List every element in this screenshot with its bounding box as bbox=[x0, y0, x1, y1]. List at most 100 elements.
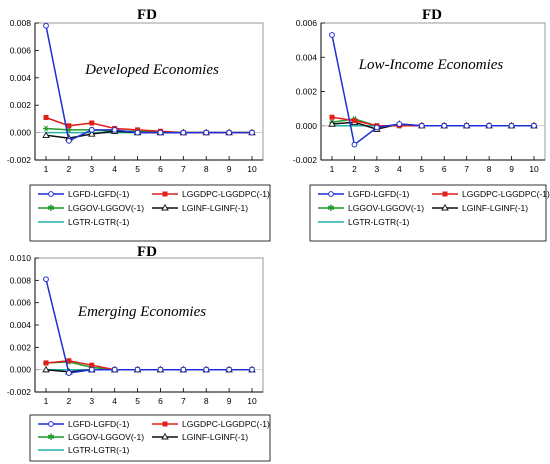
x-tick-label: 9 bbox=[227, 396, 232, 406]
data-point bbox=[43, 22, 49, 29]
legend-label-lgtr: LGTR-LGTR(-1) bbox=[68, 445, 130, 455]
data-point bbox=[329, 32, 335, 38]
y-tick-label: 0.000 bbox=[296, 121, 318, 131]
legend-marker-lginf bbox=[161, 203, 169, 211]
y-tick-label: 0.008 bbox=[10, 18, 32, 28]
data-point bbox=[42, 365, 50, 373]
legend-marker-lggdpc bbox=[442, 191, 448, 197]
legend-marker-lggdpc bbox=[162, 191, 168, 197]
legend-marker-lginf bbox=[161, 432, 169, 440]
legend-marker-lgfd bbox=[328, 191, 334, 197]
y-tick-label: 0.010 bbox=[10, 253, 32, 263]
data-point bbox=[203, 129, 210, 136]
data-point bbox=[43, 115, 49, 121]
x-tick-label: 9 bbox=[509, 164, 514, 174]
data-point bbox=[226, 129, 233, 136]
y-tick-label: 0.000 bbox=[10, 128, 32, 138]
data-point bbox=[418, 122, 425, 129]
chart-annotation: Developed Economies bbox=[84, 62, 219, 78]
x-tick-label: 10 bbox=[529, 164, 539, 174]
x-tick-label: 3 bbox=[375, 164, 380, 174]
legend-label-lgtr: LGTR-LGTR(-1) bbox=[348, 217, 410, 227]
data-point bbox=[88, 366, 95, 373]
x-tick-label: 7 bbox=[464, 164, 469, 174]
x-tick-label: 4 bbox=[112, 164, 117, 174]
data-point bbox=[134, 129, 141, 136]
x-tick-label: 3 bbox=[89, 164, 94, 174]
data-point bbox=[486, 122, 493, 129]
chart-panel-developed: FD Developed Economies 0.008 0.006 0.004 0.… bbox=[7, 7, 271, 242]
data-point bbox=[65, 137, 72, 144]
x-tick-label: 8 bbox=[204, 396, 209, 406]
chart-title: FD bbox=[137, 7, 157, 23]
legend-marker-lginf bbox=[441, 203, 449, 211]
legend-label-lgtr: LGTR-LGTR(-1) bbox=[68, 217, 130, 227]
y-tick-label: 0.006 bbox=[10, 298, 32, 308]
x-tick-label: 2 bbox=[352, 164, 357, 174]
data-point bbox=[441, 122, 448, 129]
data-point bbox=[180, 366, 187, 373]
x-tick-label: 9 bbox=[227, 164, 232, 174]
series-line bbox=[331, 34, 534, 146]
x-tick-label: 6 bbox=[442, 164, 447, 174]
data-point bbox=[249, 129, 255, 136]
x-tick-label: 4 bbox=[397, 164, 402, 174]
y-tick-label: 0.008 bbox=[10, 275, 32, 285]
x-tick-label: 1 bbox=[44, 396, 49, 406]
data-point bbox=[65, 370, 72, 376]
data-point bbox=[157, 366, 164, 373]
x-tick-label: 5 bbox=[135, 396, 140, 406]
y-tick-label: 0.006 bbox=[10, 45, 32, 55]
x-tick-label: 6 bbox=[158, 396, 163, 406]
legend-marker-lggdpc bbox=[162, 421, 168, 427]
x-tick-label: 3 bbox=[89, 396, 94, 406]
chart-panel-emerging: FD Emerging Economies 0.010 0.008 0.006 0.0… bbox=[7, 244, 271, 462]
data-point bbox=[111, 126, 118, 133]
legend-label-lgfd: LGFD-LGFD(-1) bbox=[68, 189, 130, 199]
y-tick-label: 0.000 bbox=[10, 365, 32, 375]
legend-box bbox=[29, 414, 271, 462]
x-tick-label: 4 bbox=[112, 396, 117, 406]
data-point bbox=[43, 360, 49, 366]
legend-marker-lggov: ✱ bbox=[47, 203, 55, 213]
data-point bbox=[531, 122, 537, 129]
x-tick-label: 8 bbox=[487, 164, 492, 174]
series-line bbox=[45, 25, 252, 142]
data-point bbox=[87, 130, 96, 137]
chart-panel-low-income: FD Low-Income Economies 0.006 0.004 0.002 0… bbox=[293, 7, 550, 242]
y-tick-label: -0.002 bbox=[7, 155, 31, 165]
legend-label-lggdpc: LGGDPC-LGGDPC(-1) bbox=[462, 189, 550, 199]
plot-frame bbox=[320, 22, 546, 161]
data-point bbox=[43, 276, 49, 283]
x-tick-label: 10 bbox=[247, 396, 257, 406]
data-point bbox=[203, 366, 210, 373]
y-tick-label: 0.002 bbox=[10, 100, 32, 110]
legend-marker-lgfd bbox=[48, 421, 54, 427]
data-point bbox=[42, 131, 50, 138]
data-point bbox=[329, 114, 335, 120]
data-point bbox=[226, 366, 233, 373]
legend-label-lggdpc: LGGDPC-LGGDPC(-1) bbox=[182, 419, 270, 429]
legend-marker-lggov: ✱ bbox=[327, 203, 335, 213]
legend-label-lginf: LGINF-LGINF(-1) bbox=[182, 432, 248, 442]
legend-box bbox=[309, 184, 547, 242]
chart-title: FD bbox=[422, 7, 442, 23]
y-tick-label: 0.006 bbox=[296, 18, 318, 28]
data-point bbox=[463, 122, 470, 129]
legend-label-lginf: LGINF-LGINF(-1) bbox=[462, 203, 528, 213]
legend-label-lggov: LGGOV-LGGOV(-1) bbox=[68, 432, 144, 442]
x-tick-label: 2 bbox=[67, 164, 72, 174]
legend-marker-lgfd bbox=[48, 191, 54, 197]
x-tick-label: 10 bbox=[247, 164, 257, 174]
data-point bbox=[66, 358, 72, 364]
data-point bbox=[351, 118, 357, 124]
legend-marker-lggov: ✱ bbox=[47, 432, 55, 442]
data-point bbox=[249, 366, 255, 373]
y-tick-label: -0.002 bbox=[7, 387, 31, 397]
chart-annotation: Low-Income Economies bbox=[358, 57, 504, 73]
y-tick-label: 0.002 bbox=[296, 87, 318, 97]
data-point bbox=[89, 120, 95, 126]
series-line bbox=[45, 361, 252, 371]
x-tick-label: 5 bbox=[419, 164, 424, 174]
legend-box bbox=[29, 184, 271, 242]
